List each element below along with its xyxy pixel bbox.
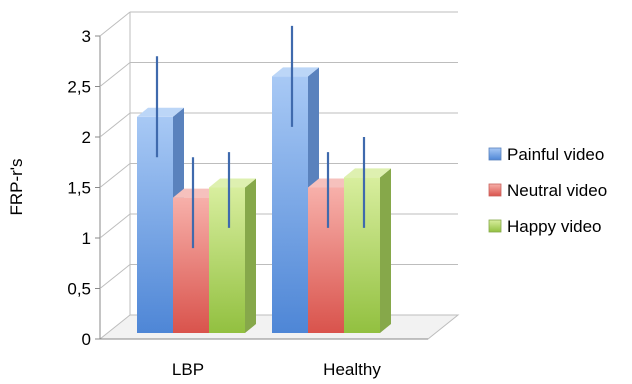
gridline-diagonal	[99, 264, 131, 289]
legend: Painful video Neutral video Happy video	[488, 145, 607, 236]
y-tick-label: 0,5	[67, 280, 91, 299]
y-axis-ticks: 0 0,5 1 1,5 2 2,5 3	[67, 27, 100, 349]
gridline-diagonal	[99, 62, 131, 87]
x-axis-labels: LBP Healthy	[172, 360, 381, 379]
bar	[209, 187, 245, 333]
y-tick-label: 2	[82, 128, 91, 147]
legend-label: Painful video	[507, 145, 604, 164]
y-tick-label: 3	[82, 27, 91, 46]
gridline-diagonal	[99, 11, 131, 37]
gridline-diagonal	[99, 213, 131, 239]
bar	[344, 177, 380, 333]
y-tick-label: 1,5	[67, 179, 91, 198]
legend-label: Neutral video	[507, 181, 607, 200]
y-axis-label: FRP-r's	[7, 158, 26, 215]
bar	[308, 187, 344, 333]
legend-swatch	[488, 147, 502, 161]
x-category-label: Healthy	[323, 360, 381, 379]
bar-top	[344, 168, 391, 178]
legend-swatch	[488, 183, 502, 197]
bar	[173, 197, 209, 333]
bar-side	[245, 178, 256, 333]
bar-top	[209, 178, 256, 188]
error-bars	[155, 25, 366, 249]
gridline-diagonal	[99, 112, 131, 138]
y-tick-label: 2,5	[67, 78, 91, 97]
bars	[137, 67, 391, 334]
bar	[272, 76, 308, 334]
bar-top	[173, 188, 220, 198]
legend-label: Happy video	[507, 217, 602, 236]
bar-top	[137, 107, 184, 117]
bar-top	[308, 178, 355, 188]
legend-swatch	[488, 219, 502, 233]
x-category-label: LBP	[172, 360, 204, 379]
gridline-diagonal	[99, 163, 131, 188]
bar-top	[272, 67, 319, 77]
y-tick-label: 1	[82, 229, 91, 248]
y-tick-label: 0	[82, 330, 91, 349]
bar	[137, 116, 173, 333]
bar-side	[380, 168, 391, 333]
